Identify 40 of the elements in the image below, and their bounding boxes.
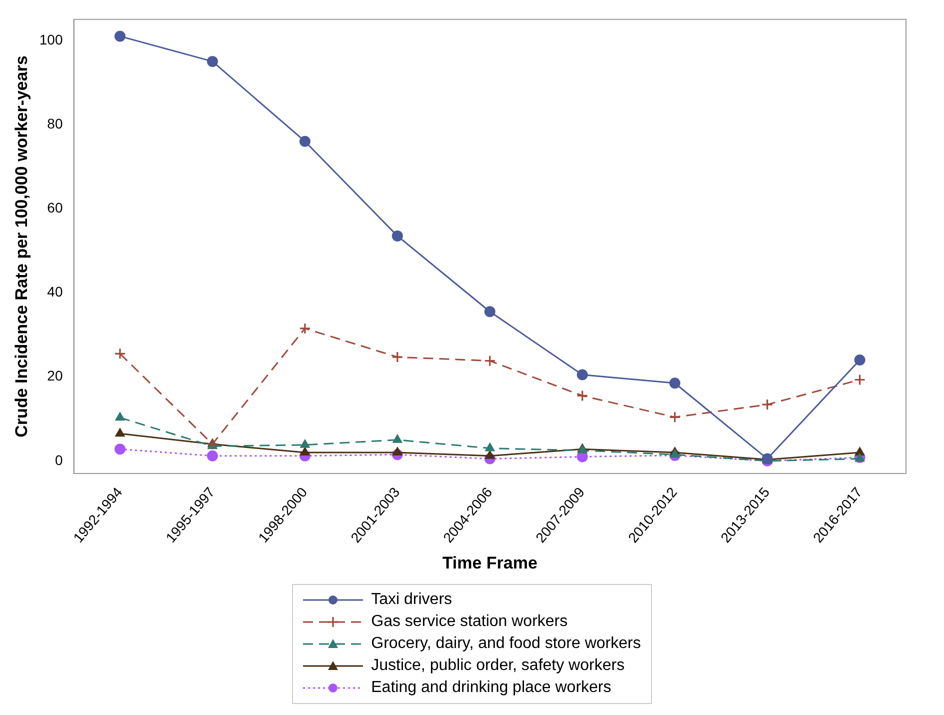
- point: [392, 446, 402, 456]
- y-axis-title: Crude Incidence Rate per 100,000 worker-years: [12, 56, 31, 438]
- point: [115, 428, 125, 437]
- point: [485, 450, 495, 459]
- legend-label: Taxi drivers: [371, 590, 452, 610]
- point: [392, 230, 403, 242]
- point: [484, 306, 496, 318]
- point: [114, 348, 126, 360]
- legend-label: Eating and drinking place workers: [371, 678, 612, 698]
- point: [300, 446, 310, 456]
- point: [670, 449, 680, 458]
- point: [114, 30, 126, 42]
- y-tick-label: 20: [47, 368, 63, 384]
- point: [576, 390, 588, 402]
- point: [854, 374, 866, 386]
- legend-label: Grocery, dairy, and food store workers: [371, 634, 641, 654]
- y-tick-label: 0: [54, 452, 63, 468]
- point: [206, 56, 218, 67]
- y-tick-label: 80: [47, 115, 63, 132]
- x-axis-title: Time Frame: [442, 553, 538, 572]
- point: [669, 411, 681, 423]
- point: [854, 354, 866, 366]
- point: [669, 378, 680, 389]
- point: [115, 412, 125, 421]
- y-tick-label: 100: [39, 31, 63, 48]
- y-tick-label: 60: [47, 199, 63, 216]
- point: [392, 351, 404, 363]
- point: [299, 136, 310, 147]
- point: [206, 450, 218, 462]
- y-tick-label: 40: [47, 284, 63, 300]
- point: [300, 439, 310, 448]
- point: [761, 398, 774, 410]
- legend-label: Justice, public order, safety workers: [371, 656, 625, 676]
- point: [576, 369, 588, 380]
- point: [114, 444, 126, 455]
- legend-label: Gas service station workers: [371, 612, 568, 632]
- point: [484, 355, 496, 367]
- point: [299, 322, 311, 334]
- point: [485, 442, 495, 452]
- point: [392, 434, 402, 443]
